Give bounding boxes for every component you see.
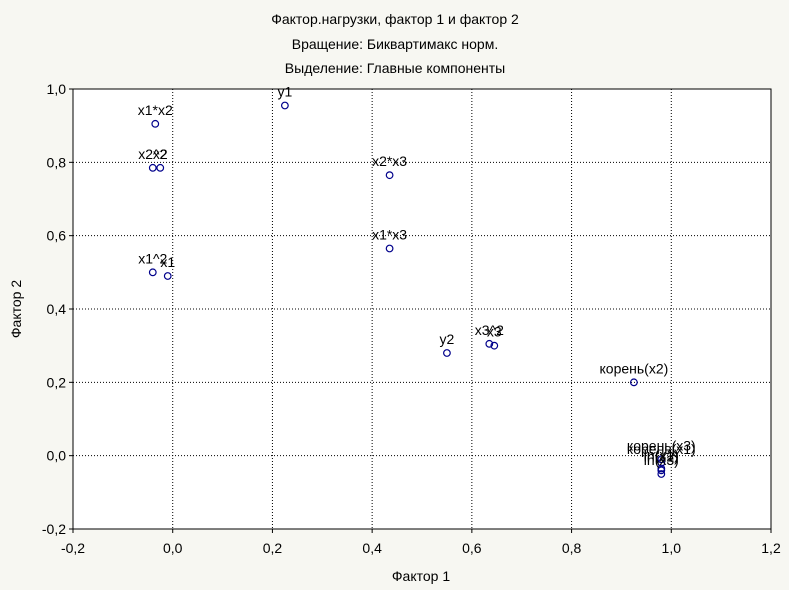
y-tick-label: 0,4 [47,301,67,317]
point-label: ln(x3) [644,452,679,468]
x-tick-label: 0,4 [362,540,382,556]
y-tick-label: 1,0 [47,81,67,97]
point-label: x1^2 [138,250,167,266]
y-tick-labels: -0,2 0,0 0,2 0,4 0,6 0,8 1,0 [42,81,66,537]
x-tick-label: 0,2 [263,540,283,556]
x-tick-labels: -0,2 0,0 0,2 0,4 0,6 0,8 1,0 1,2 [61,540,781,556]
title-line-3: Выделение: Главные компоненты [285,60,505,76]
x-axis-label: Фактор 1 [392,568,450,584]
data-points [148,101,666,478]
point-label: корень(x1) [627,441,696,457]
point-label: x2*x3 [372,153,407,169]
data-point [148,268,157,277]
data-point [490,341,499,350]
title-line-2: Вращение: Биквартимакс норм. [292,36,499,52]
y-tick-label: 0,8 [47,154,67,170]
y-tick-label: 0,0 [47,448,67,464]
x-tick-label: 1,0 [662,540,682,556]
point-label: y1 [277,84,292,100]
axis-ticks [69,88,772,533]
point-label: корень(x3) [627,437,696,453]
x-tick-label: -0,2 [61,540,85,556]
grid-lines [73,89,771,529]
x-tick-label: 1,2 [761,540,781,556]
x-tick-label: 0,8 [562,540,582,556]
point-label: x2 [153,146,168,162]
point-label: x3^2 [475,322,504,338]
y-tick-label: -0,2 [42,521,66,537]
data-point [657,459,666,467]
point-label: корень(x2) [600,360,669,376]
point-label: x1*x2 [138,102,173,118]
x-tick-label: 0,6 [462,540,482,556]
data-point [657,470,666,478]
point-label: x2^2 [138,146,167,162]
data-point [485,339,494,348]
point-label: ln(x1) [644,447,679,463]
data-point [629,378,638,387]
point-label: x1 [160,254,175,270]
title-line-1: Фактор.нагрузки, фактор 1 и фактор 2 [271,11,519,27]
y-tick-label: 0,2 [47,374,67,390]
point-label: y2 [440,331,455,347]
data-point [151,119,160,128]
data-point [385,244,394,253]
data-point [163,272,172,280]
x-tick-label: 0,0 [163,540,183,556]
y-axis-label: Фактор 2 [8,280,24,338]
y-tick-label: 0,6 [47,228,67,244]
data-point [148,163,157,172]
data-point [443,349,451,357]
chart-title: Фактор.нагрузки, фактор 1 и фактор 2 Вра… [271,11,519,76]
data-point [280,101,289,110]
data-point [385,171,394,180]
point-label: x1*x3 [372,227,407,243]
point-label: ln(x2) [644,448,679,464]
data-point [657,455,666,464]
point-label: x3 [487,324,502,340]
data-point [657,466,666,475]
point-labels: x1*x2 y1 x2^2x2 x2*x3 x1*x3 x1^2x1 y2 x3^2x3 кор… [138,84,696,469]
data-point [156,163,165,172]
